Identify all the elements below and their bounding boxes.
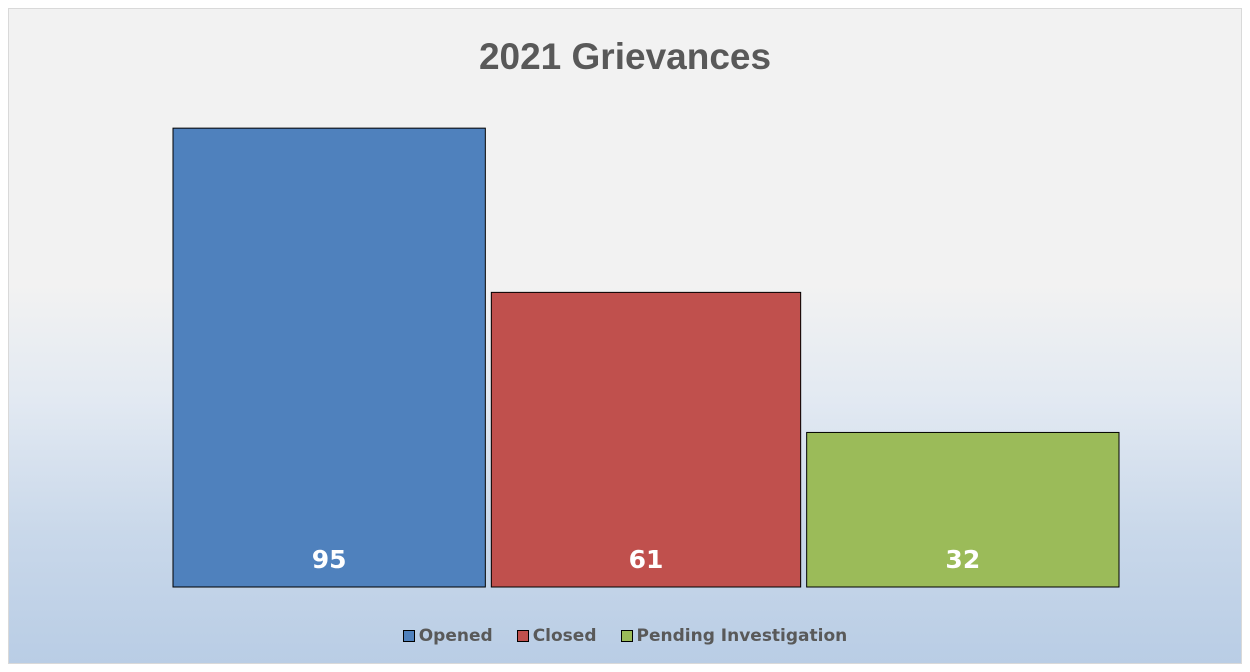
data-label-pending: 32 bbox=[945, 545, 980, 574]
bar-closed bbox=[490, 291, 802, 588]
legend-item-closed: Closed bbox=[516, 626, 597, 646]
bar-opened bbox=[172, 127, 486, 588]
legend-label-pending: Pending Investigation bbox=[636, 626, 848, 646]
legend: Opened Closed Pending Investigation bbox=[0, 626, 1250, 646]
legend-item-opened: Opened bbox=[402, 626, 493, 646]
legend-item-pending: Pending Investigation bbox=[620, 626, 848, 646]
bar-pending bbox=[806, 431, 1120, 588]
legend-swatch-pending bbox=[620, 630, 633, 642]
legend-label-closed: Closed bbox=[532, 626, 597, 646]
legend-swatch-opened bbox=[402, 630, 415, 642]
chart-title: 2021 Grievances bbox=[478, 36, 772, 77]
legend-label-opened: Opened bbox=[418, 626, 493, 646]
data-label-closed: 61 bbox=[629, 545, 664, 574]
legend-swatch-closed bbox=[516, 630, 529, 642]
data-label-opened: 95 bbox=[312, 545, 347, 574]
